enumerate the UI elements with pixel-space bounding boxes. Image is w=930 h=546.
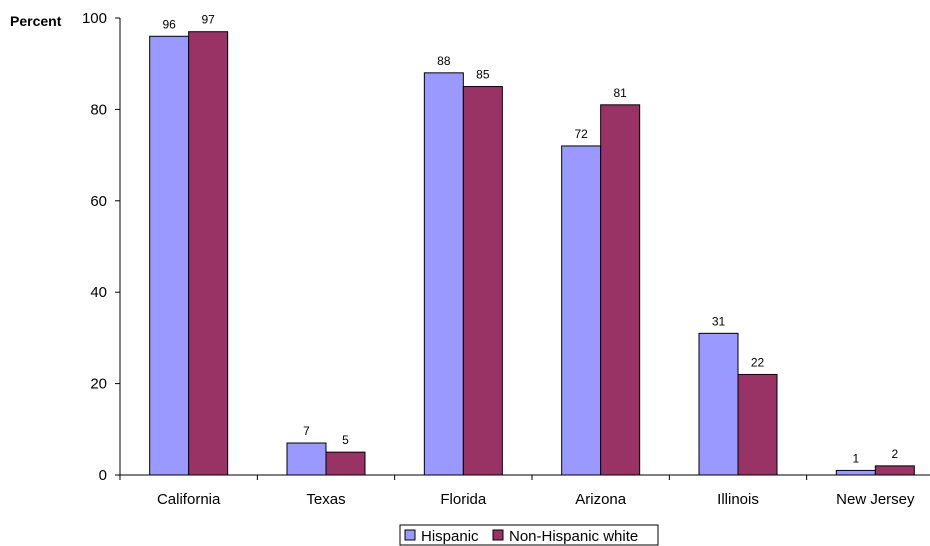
category-label: Arizona [575, 491, 627, 508]
legend-swatch [404, 529, 416, 541]
y-tick-label: 0 [99, 467, 107, 484]
y-tick-label: 60 [90, 193, 107, 210]
bar-non-hispanic-white [874, 465, 915, 476]
bar-hispanic [286, 442, 327, 476]
legend-label: Non-Hispanic white [509, 528, 638, 545]
data-label: 22 [751, 355, 765, 369]
bar-hispanic [561, 145, 602, 476]
legend-label: Hispanic [421, 528, 479, 545]
data-label: 31 [712, 314, 726, 328]
bar-non-hispanic-white [600, 104, 641, 476]
category-label: Florida [440, 491, 487, 508]
category-label: New Jersey [836, 491, 915, 508]
legend-swatch [492, 529, 504, 541]
y-tick-label: 20 [90, 376, 107, 393]
data-label: 72 [574, 127, 588, 141]
data-label: 97 [201, 13, 215, 27]
category-label: Texas [306, 491, 345, 508]
bar-hispanic [423, 72, 464, 476]
data-label: 5 [342, 433, 349, 447]
y-tick-label: 40 [90, 284, 107, 301]
bar-hispanic [698, 332, 739, 476]
data-label: 2 [891, 447, 898, 461]
data-label: 1 [852, 451, 859, 465]
data-label: 85 [476, 68, 490, 82]
data-label: 7 [303, 424, 310, 438]
bar-non-hispanic-white [737, 373, 778, 476]
bar-non-hispanic-white [462, 86, 503, 476]
bar-non-hispanic-white [325, 451, 366, 476]
category-label: California [157, 491, 221, 508]
bar-hispanic [149, 35, 190, 476]
legend: Hispanic Non-Hispanic white [399, 524, 659, 546]
y-axis-label: Percent [10, 13, 62, 29]
bar-non-hispanic-white [188, 31, 229, 476]
x-axis: California Texas Florida Arizona Illinois New… [119, 474, 930, 508]
data-label: 81 [613, 86, 627, 100]
category-label: Illinois [717, 491, 759, 508]
y-tick-label: 80 [90, 101, 107, 118]
y-axis: 0 20 40 60 80 100 [82, 10, 121, 484]
y-tick-label: 100 [82, 10, 107, 27]
bar-hispanic [835, 469, 876, 476]
data-label: 88 [437, 54, 451, 68]
legend-box [399, 524, 659, 546]
data-label: 96 [162, 17, 176, 31]
